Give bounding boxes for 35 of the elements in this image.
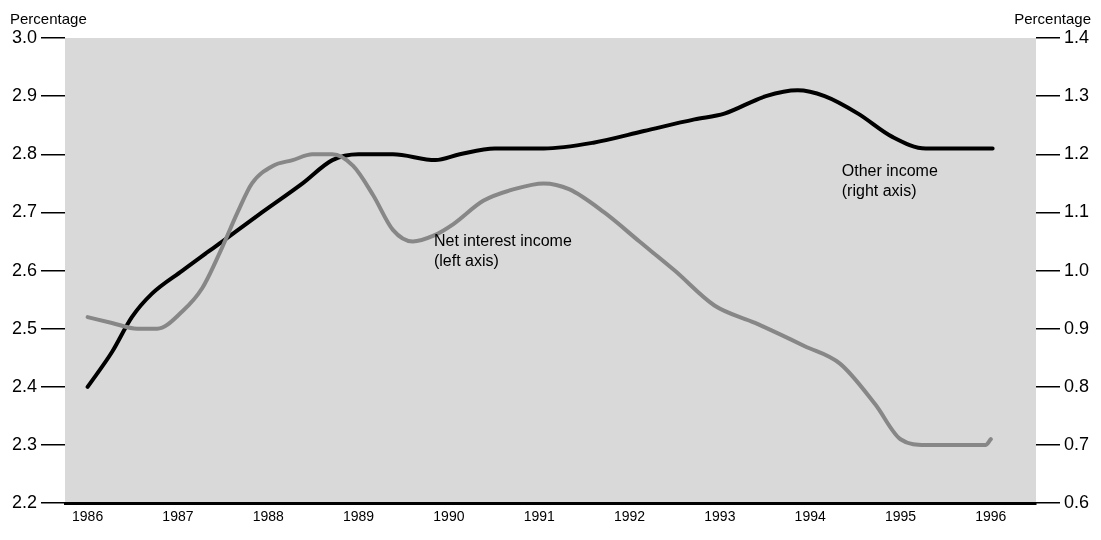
y-tick-label: 2.9 <box>11 85 38 106</box>
x-tick-label: 1989 <box>342 508 375 525</box>
y-tick-label: 2.6 <box>11 259 38 280</box>
y2-tick-label: 0.6 <box>1063 492 1090 513</box>
y-axis-title: Percentage <box>10 9 87 27</box>
y2-tick-label: 1.0 <box>1063 259 1090 280</box>
series-label: Net interest income (left axis) <box>433 231 572 269</box>
y2-tick-label: 1.3 <box>1063 85 1090 106</box>
x-tick-label: 1995 <box>884 508 917 525</box>
y-tick-label: 2.8 <box>11 143 38 164</box>
y-tick-label: 2.5 <box>11 317 38 338</box>
x-tick-label: 1988 <box>252 508 285 525</box>
y2-tick-label: 1.2 <box>1063 143 1090 164</box>
x-tick-label: 1992 <box>613 508 646 525</box>
y-tick-label: 3.0 <box>11 26 38 47</box>
y-tick-label: 2.4 <box>11 375 38 396</box>
line-series <box>85 88 995 389</box>
y2-tick-label: 0.7 <box>1063 434 1090 455</box>
x-tick-label: 1991 <box>523 508 555 525</box>
y2-axis-title: Percentage <box>1014 9 1091 27</box>
x-tick-label: 1993 <box>704 508 736 525</box>
x-tick-label: 1996 <box>975 508 1007 525</box>
x-tick-label: 1994 <box>794 508 826 525</box>
y-tick-label: 2.3 <box>11 434 38 455</box>
y2-tick-label: 1.1 <box>1063 201 1090 222</box>
y-tick-label: 2.2 <box>11 492 38 513</box>
line-series <box>85 152 993 448</box>
y2-tick-label: 0.8 <box>1063 375 1090 396</box>
x-tick-label: 1986 <box>72 508 104 525</box>
x-tick-label: 1987 <box>162 508 194 525</box>
y2-tick-label: 0.9 <box>1063 317 1090 338</box>
y2-tick-label: 1.4 <box>1063 26 1090 47</box>
x-tick-label: 1990 <box>433 508 465 525</box>
series-label: Other income (right axis) <box>841 162 938 200</box>
y-tick-label: 2.7 <box>11 201 38 222</box>
